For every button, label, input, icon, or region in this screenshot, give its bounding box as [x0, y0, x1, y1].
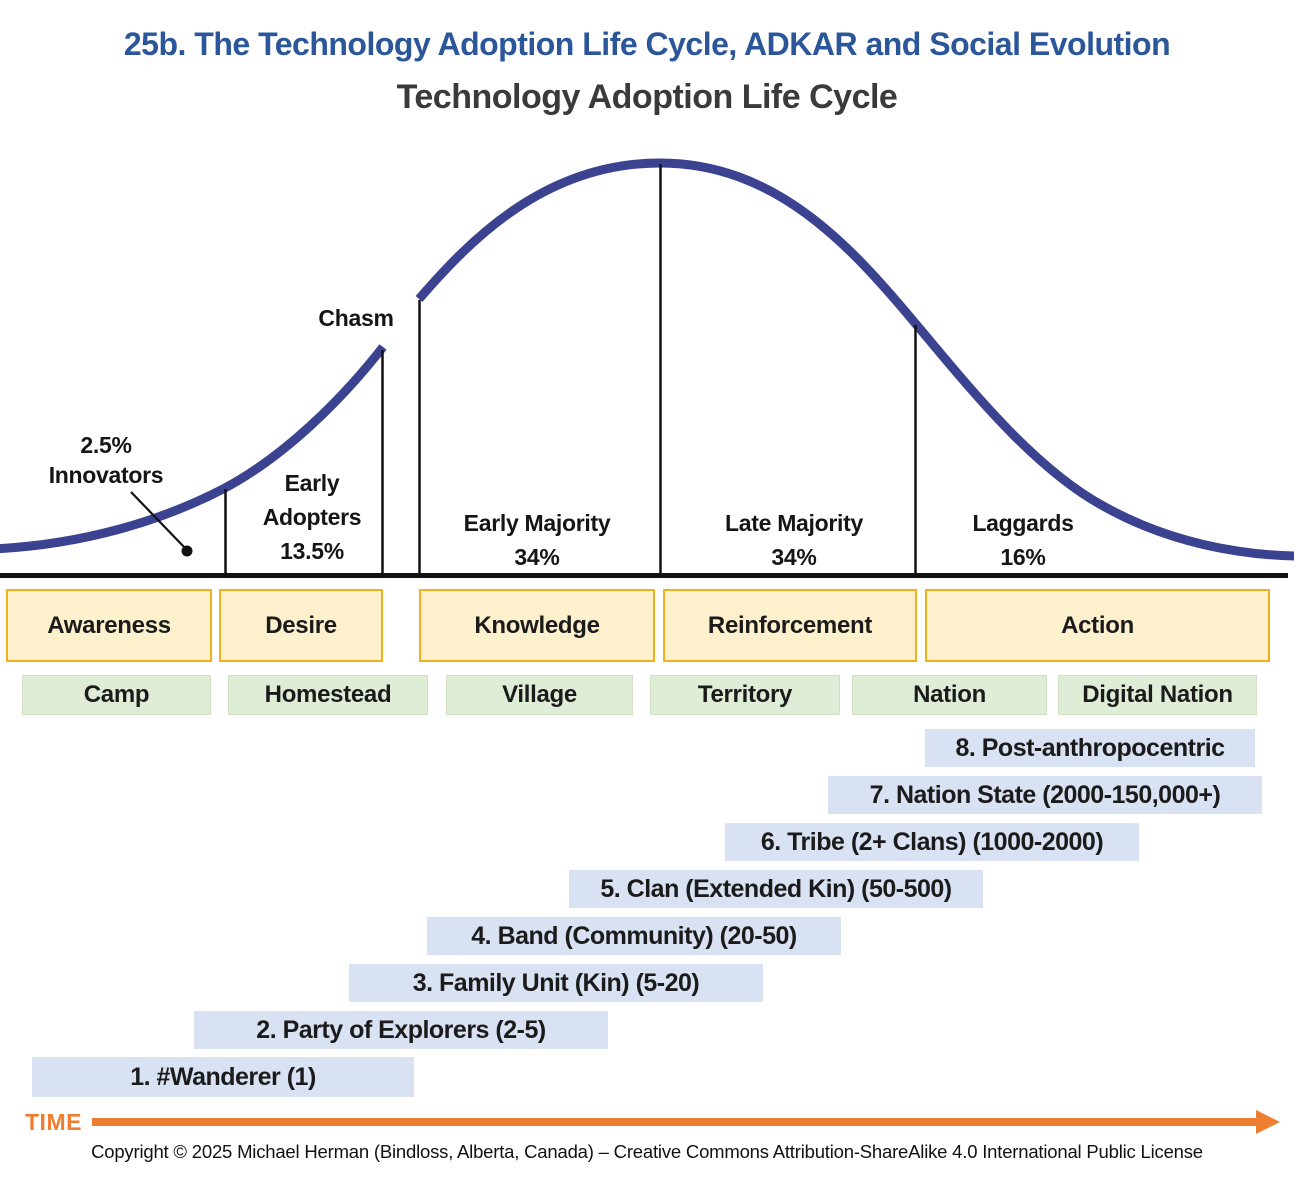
late-majority-label: Late Majority 34%: [725, 506, 863, 574]
scale-step-7: 7. Nation State (2000-150,000+): [828, 776, 1262, 814]
early-majority-label: Early Majority 34%: [464, 506, 611, 574]
scale-step-3: 3. Family Unit (Kin) (5-20): [349, 964, 763, 1002]
slide-title: 25b. The Technology Adoption Life Cycle,…: [123, 26, 1171, 62]
social-box-village: Village: [446, 675, 633, 715]
adkar-box-action: Action: [925, 589, 1270, 662]
social-box-camp: Camp: [22, 675, 211, 715]
time-arrow-head-icon: [1256, 1110, 1280, 1134]
adoption-curve-figure: [0, 158, 1294, 578]
social-box-territory: Territory: [650, 675, 840, 715]
social-box-homestead: Homestead: [228, 675, 428, 715]
early-majority-pct: 34%: [514, 544, 560, 570]
scale-step-4: 4. Band (Community) (20-50): [427, 917, 841, 955]
early-adopters-label: Early Adopters 13.5%: [263, 466, 362, 568]
innovators-name: Innovators: [48, 462, 164, 488]
adkar-box-reinforcement: Reinforcement: [663, 589, 917, 662]
chasm-label: Chasm: [318, 305, 394, 331]
innovators-pointer-dot: [181, 545, 193, 557]
scale-step-8: 8. Post-anthropocentric: [925, 729, 1255, 767]
scale-step-6: 6. Tribe (2+ Clans) (1000-2000): [725, 823, 1139, 861]
adkar-box-knowledge: Knowledge: [419, 589, 655, 662]
late-majority-pct: 34%: [771, 544, 817, 570]
social-box-nation: Nation: [852, 675, 1047, 715]
innovators-label: 2.5% Innovators: [49, 430, 164, 490]
bell-curve-main-segment: [415, 158, 1294, 561]
scale-step-2: 2. Party of Explorers (2-5): [194, 1011, 608, 1049]
scale-step-5: 5. Clan (Extended Kin) (50-500): [569, 870, 983, 908]
scale-step-1: 1. #Wanderer (1): [32, 1057, 414, 1097]
time-arrow-line: [92, 1118, 1258, 1126]
innovators-pct: 2.5%: [80, 432, 132, 458]
time-label: TIME: [25, 1109, 82, 1135]
adkar-box-awareness: Awareness: [6, 589, 212, 662]
innovators-pointer-line: [130, 491, 186, 549]
copyright-text: Copyright © 2025 Michael Herman (Bindlos…: [91, 1141, 1203, 1162]
laggards-pct: 16%: [1000, 544, 1046, 570]
social-box-digital-nation: Digital Nation: [1058, 675, 1257, 715]
early-adopters-pct: 13.5%: [280, 538, 344, 564]
chart-title: Technology Adoption Life Cycle: [396, 78, 898, 116]
bell-curve-left-segment: [0, 344, 387, 554]
laggards-label: Laggards 16%: [972, 506, 1073, 574]
adkar-box-desire: Desire: [219, 589, 383, 662]
